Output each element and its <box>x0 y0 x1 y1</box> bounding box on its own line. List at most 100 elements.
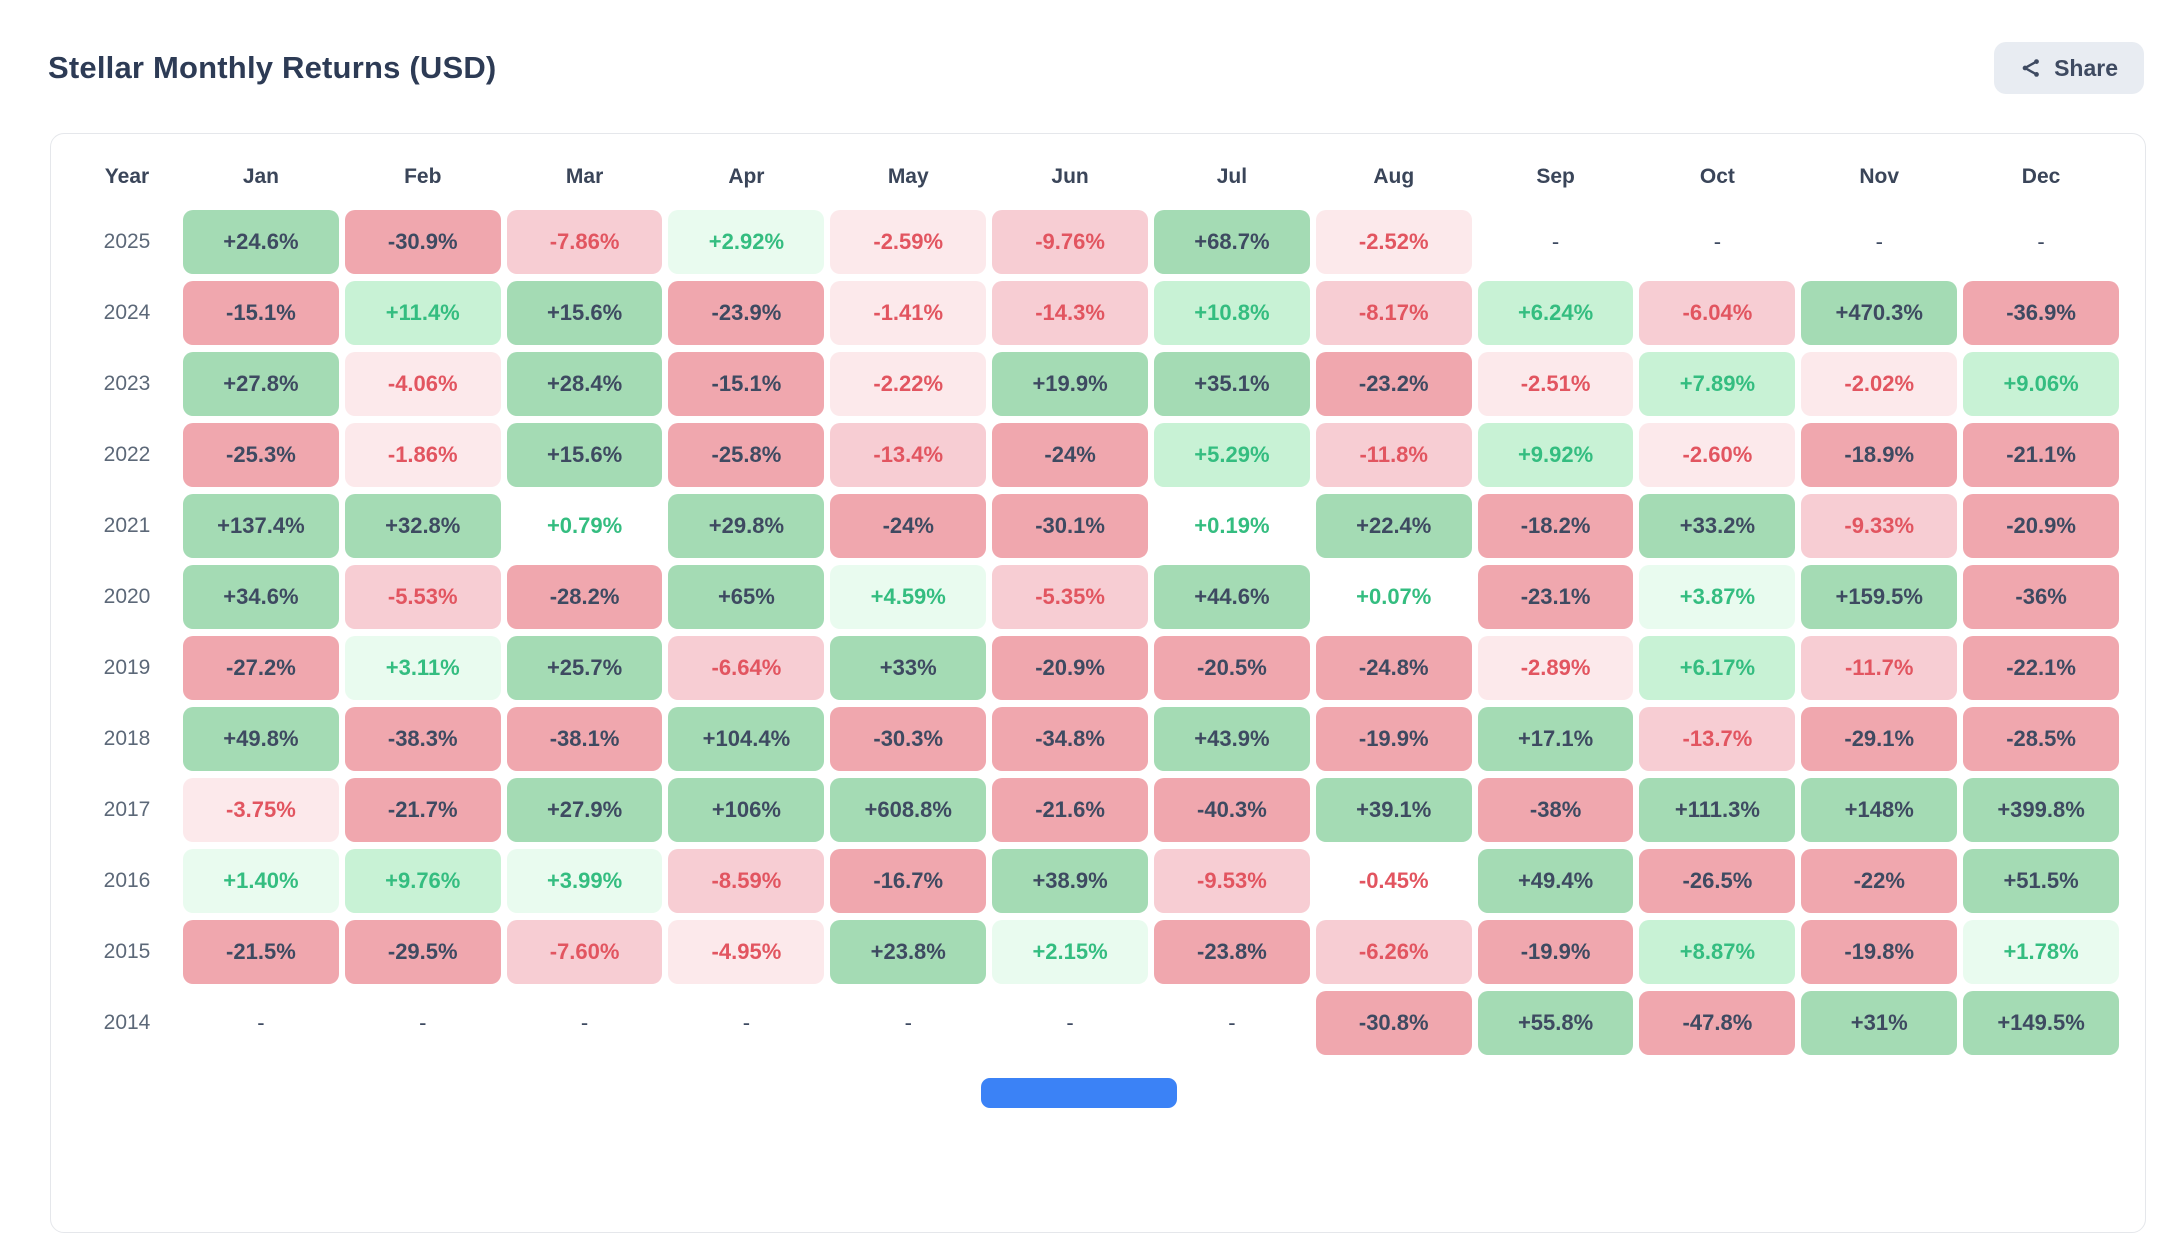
return-cell: +11.4% <box>344 280 501 345</box>
month-column-header: Nov <box>1859 165 1900 188</box>
table-row: 2021 +137.4% +32.8% +0.79% +29.8% -24% -30.1% +… <box>77 490 2119 561</box>
return-cell: +0.79% <box>546 512 623 538</box>
return-cell: +6.24% <box>1477 280 1634 345</box>
return-cell: +43.9% <box>1153 706 1310 771</box>
table-row: 2024 -15.1% +11.4% +15.6% -23.9% -1.41% -14.3%… <box>77 277 2119 348</box>
return-cell: +106% <box>668 777 825 842</box>
return-cell: -24% <box>992 422 1148 487</box>
return-cell: -8.17% <box>1315 280 1472 345</box>
table-row: 2020 +34.6% -5.53% -28.2% +65% +4.59% -5.35% +4… <box>77 561 2119 632</box>
return-cell: +399.8% <box>1963 777 2119 842</box>
table-row: 2019 -27.2% +3.11% +25.7% -6.64% +33% -20.9% -2… <box>77 632 2119 703</box>
return-cell: -30.8% <box>1315 990 1472 1055</box>
return-cell: +27.8% <box>183 351 339 416</box>
year-label: 2021 <box>103 513 151 537</box>
return-cell: -22% <box>1801 848 1958 913</box>
year-label: 2023 <box>103 371 151 395</box>
return-cell: -18.9% <box>1801 422 1958 487</box>
month-column-header: Oct <box>1699 165 1735 188</box>
return-cell: - <box>904 1009 912 1035</box>
year-label: 2016 <box>103 868 151 892</box>
return-cell: -11.8% <box>1315 422 1472 487</box>
return-cell: +68.7% <box>1153 209 1310 274</box>
return-cell: -27.2% <box>183 635 339 700</box>
table-row: 2014 - - - - - - - -30.8% +55.8% -47.8% +31% +149.5% <box>77 987 2119 1058</box>
return-cell: +34.6% <box>183 564 339 629</box>
return-cell: +9.06% <box>1963 351 2119 416</box>
return-cell: +1.40% <box>183 848 339 913</box>
return-cell: - <box>257 1009 265 1035</box>
return-cell: -29.5% <box>344 919 501 984</box>
return-cell: -21.6% <box>992 777 1148 842</box>
month-column-header: Feb <box>404 165 442 188</box>
return-cell: -2.59% <box>830 209 987 274</box>
month-column-header: Aug <box>1373 165 1415 188</box>
return-cell: +15.6% <box>506 422 663 487</box>
share-button[interactable]: Share <box>1994 42 2144 94</box>
return-cell: -9.76% <box>992 209 1148 274</box>
return-cell: -7.86% <box>506 209 663 274</box>
return-cell: +27.9% <box>506 777 663 842</box>
return-cell: -7.60% <box>506 919 663 984</box>
return-cell: +9.76% <box>344 848 501 913</box>
return-cell: -30.9% <box>344 209 501 274</box>
year-label: 2020 <box>103 584 151 608</box>
return-cell: -23.1% <box>1477 564 1634 629</box>
month-column-header: Apr <box>728 165 765 188</box>
return-cell: +15.6% <box>506 280 663 345</box>
return-cell: -38% <box>1477 777 1634 842</box>
return-cell: - <box>742 1009 751 1035</box>
return-cell: -23.9% <box>668 280 825 345</box>
return-cell: +49.8% <box>183 706 339 771</box>
return-cell: -6.64% <box>668 635 825 700</box>
return-cell: - <box>1875 228 1883 254</box>
table-row: 2023 +27.8% -4.06% +28.4% -15.1% -2.22% +19.9%… <box>77 348 2119 419</box>
year-label: 2019 <box>103 655 151 679</box>
month-column-header: Jun <box>1051 165 1089 188</box>
month-column-header: May <box>887 165 929 188</box>
return-cell: +159.5% <box>1801 564 1958 629</box>
return-cell: +111.3% <box>1639 777 1796 842</box>
return-cell: -1.41% <box>830 280 987 345</box>
return-cell: -2.51% <box>1477 351 1634 416</box>
return-cell: -26.5% <box>1639 848 1796 913</box>
return-cell: -40.3% <box>1153 777 1310 842</box>
return-cell: -6.26% <box>1315 919 1472 984</box>
year-label: 2025 <box>103 229 151 253</box>
return-cell: -6.04% <box>1639 280 1796 345</box>
return-cell: -18.2% <box>1477 493 1634 558</box>
return-cell: +22.4% <box>1315 493 1472 558</box>
return-cell: +29.8% <box>668 493 825 558</box>
header-row: Year Jan Feb Mar Apr May Jun Jul Aug Sep Oct Nov Dec <box>77 148 2119 206</box>
return-cell: -24% <box>830 493 987 558</box>
bottom-action-button[interactable] <box>981 1078 1177 1108</box>
year-label: 2015 <box>103 939 151 963</box>
return-cell: +25.7% <box>506 635 663 700</box>
return-cell: -15.1% <box>668 351 825 416</box>
return-cell: +49.4% <box>1477 848 1634 913</box>
share-icon <box>2020 56 2042 80</box>
return-cell: -2.89% <box>1477 635 1634 700</box>
year-label: 2018 <box>103 726 151 750</box>
return-cell: +2.15% <box>992 919 1148 984</box>
return-cell: -3.75% <box>183 777 339 842</box>
return-cell: +148% <box>1801 777 1958 842</box>
year-label: 2022 <box>103 442 151 466</box>
return-cell: -9.53% <box>1153 848 1310 913</box>
table-row: 2016 +1.40% +9.76% +3.99% -8.59% -16.7% +38.9%… <box>77 845 2119 916</box>
page-title: Stellar Monthly Returns (USD) <box>48 50 497 85</box>
return-cell: -2.22% <box>830 351 987 416</box>
return-cell: +4.59% <box>830 564 987 629</box>
return-cell: +3.99% <box>506 848 663 913</box>
return-cell: +23.8% <box>830 919 987 984</box>
return-cell: -38.3% <box>344 706 501 771</box>
return-cell: -4.95% <box>668 919 825 984</box>
return-cell: +51.5% <box>1963 848 2119 913</box>
return-cell: -38.1% <box>506 706 663 771</box>
return-cell: -20.9% <box>992 635 1148 700</box>
return-cell: +39.1% <box>1315 777 1472 842</box>
return-cell: - <box>580 1009 589 1035</box>
return-cell: -8.59% <box>668 848 825 913</box>
return-cell: -28.5% <box>1963 706 2119 771</box>
return-cell: -5.53% <box>344 564 501 629</box>
